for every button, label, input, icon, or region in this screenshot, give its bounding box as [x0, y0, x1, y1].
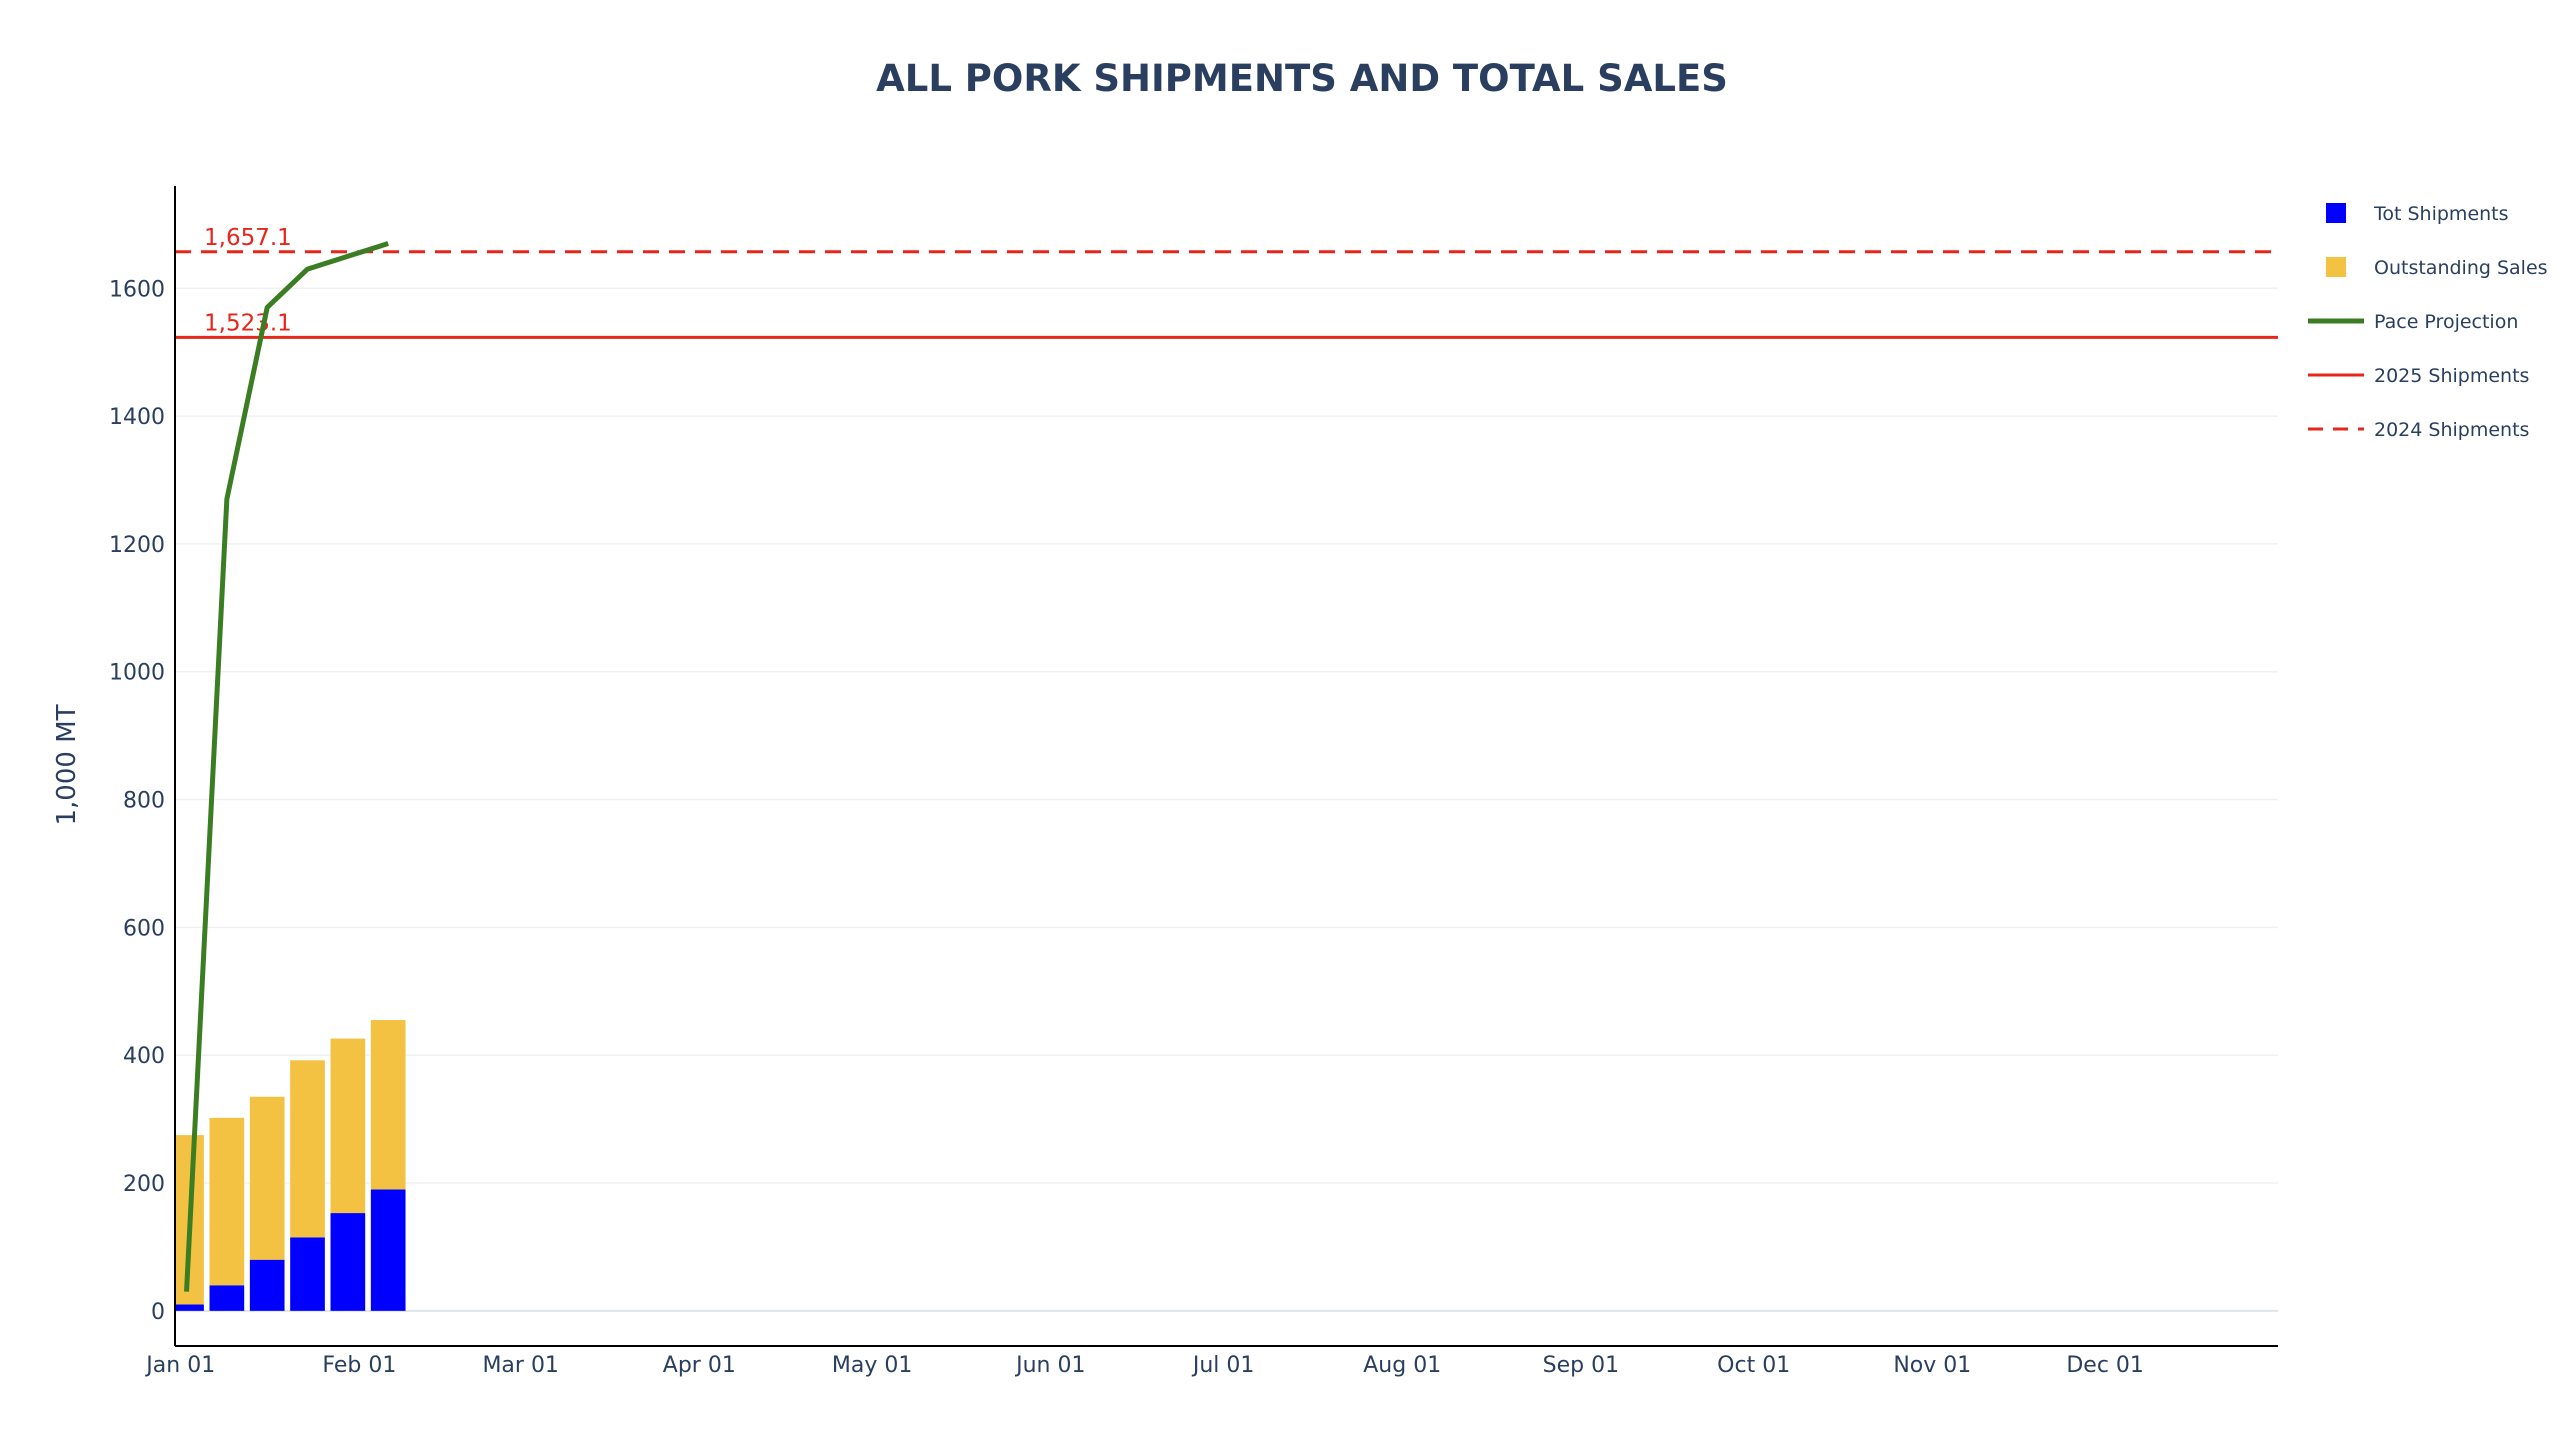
y-tick-label: 400: [123, 1044, 165, 1069]
legend-item[interactable]: 2024 Shipments: [2308, 419, 2529, 441]
reference-label: 1,657.1: [204, 225, 292, 251]
x-tick-label: Oct 01: [1717, 1353, 1790, 1378]
reference-label: 1,523.1: [204, 310, 292, 336]
y-tick-label: 0: [151, 1300, 165, 1325]
x-tick-label: Aug 01: [1363, 1353, 1441, 1378]
x-tick-label: Apr 01: [663, 1353, 736, 1378]
x-tick-label: Nov 01: [1893, 1353, 1971, 1378]
tot-shipments-bar: [175, 1304, 204, 1311]
tick-labels: 0 200 400 600 800 1000 1200 1400 1600 Jan 01 Feb 0…: [109, 277, 2144, 1378]
tot-shipments-bar: [370, 1189, 406, 1311]
tot-shipments-bar: [330, 1213, 366, 1311]
outstanding-sales-bar: [330, 1038, 366, 1214]
y-tick-label: 800: [123, 789, 165, 814]
x-tick-label: Jul 01: [1191, 1353, 1255, 1378]
pace-projection-series: [184, 241, 389, 1292]
y-tick-label: 1600: [109, 277, 165, 302]
legend-item[interactable]: Tot Shipments: [2326, 203, 2509, 225]
x-tick-label: Dec 01: [2066, 1353, 2144, 1378]
legend-label: 2025 Shipments: [2374, 365, 2529, 387]
legend[interactable]: Tot Shipments Outstanding Sales Pace Proje…: [2308, 203, 2548, 441]
y-axis-title: 1,000 MT: [52, 704, 82, 825]
legend-label: 2024 Shipments: [2374, 419, 2529, 441]
reference-lines: 1,523.1 1,657.1: [175, 225, 2278, 339]
tot-shipments-bar: [290, 1237, 325, 1311]
y-tick-label: 1200: [109, 533, 165, 558]
x-tick-label: Feb 01: [322, 1353, 396, 1378]
pace-projection-line: [184, 241, 389, 1292]
tot-shipments-bar: [209, 1285, 245, 1311]
legend-label: Tot Shipments: [2373, 203, 2509, 225]
grid-lines: [175, 287, 2278, 1312]
legend-item[interactable]: Outstanding Sales: [2326, 257, 2548, 279]
y-tick-label: 1400: [109, 405, 165, 430]
legend-swatch: [2326, 257, 2346, 277]
x-tick-label: May 01: [832, 1353, 912, 1378]
outstanding-sales-bar: [249, 1096, 285, 1260]
bars: [175, 1020, 406, 1311]
tot-shipments-bar: [249, 1259, 285, 1311]
x-tick-label: Jan 01: [144, 1353, 215, 1378]
y-tick-label: 200: [123, 1172, 165, 1197]
x-tick-label: Jun 01: [1014, 1353, 1085, 1378]
legend-label: Pace Projection: [2374, 311, 2518, 333]
x-tick-label: Mar 01: [482, 1353, 559, 1378]
legend-item[interactable]: 2025 Shipments: [2308, 365, 2529, 387]
outstanding-sales-bar: [290, 1060, 325, 1238]
axes: [174, 186, 2278, 1347]
legend-label: Outstanding Sales: [2374, 257, 2548, 279]
outstanding-sales-bar: [370, 1020, 406, 1190]
chart-title: ALL PORK SHIPMENTS AND TOTAL SALES: [876, 57, 1728, 100]
legend-item[interactable]: Pace Projection: [2308, 311, 2518, 333]
y-tick-label: 1000: [109, 661, 165, 686]
legend-swatch: [2326, 203, 2346, 223]
x-tick-label: Sep 01: [1543, 1353, 1619, 1378]
outstanding-sales-bar: [209, 1117, 245, 1286]
y-tick-label: 600: [123, 916, 165, 941]
